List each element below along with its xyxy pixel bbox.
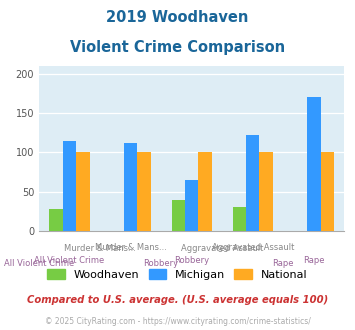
Text: 2019 Woodhaven: 2019 Woodhaven xyxy=(106,10,249,25)
Text: Aggravated Assault: Aggravated Assault xyxy=(181,244,263,253)
Bar xyxy=(76,152,90,231)
Bar xyxy=(63,141,76,231)
Bar xyxy=(185,180,198,231)
Bar xyxy=(137,152,151,231)
Text: Aggravated Assault: Aggravated Assault xyxy=(212,243,294,251)
Bar xyxy=(233,208,246,231)
Text: Robbery: Robbery xyxy=(174,256,209,265)
Text: Robbery: Robbery xyxy=(144,259,179,268)
Text: © 2025 CityRating.com - https://www.cityrating.com/crime-statistics/: © 2025 CityRating.com - https://www.city… xyxy=(45,317,310,326)
Legend: Woodhaven, Michigan, National: Woodhaven, Michigan, National xyxy=(43,265,312,284)
Bar xyxy=(321,152,334,231)
Text: Murder & Mans...: Murder & Mans... xyxy=(64,244,136,253)
Text: All Violent Crime: All Violent Crime xyxy=(34,256,105,265)
Bar xyxy=(198,152,212,231)
Bar xyxy=(49,209,63,231)
Text: Compared to U.S. average. (U.S. average equals 100): Compared to U.S. average. (U.S. average … xyxy=(27,295,328,305)
Text: Violent Crime Comparison: Violent Crime Comparison xyxy=(70,40,285,54)
Text: Rape: Rape xyxy=(303,256,324,265)
Bar xyxy=(171,200,185,231)
Text: Murder & Mans...: Murder & Mans... xyxy=(95,243,166,251)
Bar xyxy=(124,143,137,231)
Bar xyxy=(307,97,321,231)
Bar xyxy=(260,152,273,231)
Text: Rape: Rape xyxy=(273,259,294,268)
Text: All Violent Crime: All Violent Crime xyxy=(4,259,74,268)
Bar xyxy=(246,135,260,231)
